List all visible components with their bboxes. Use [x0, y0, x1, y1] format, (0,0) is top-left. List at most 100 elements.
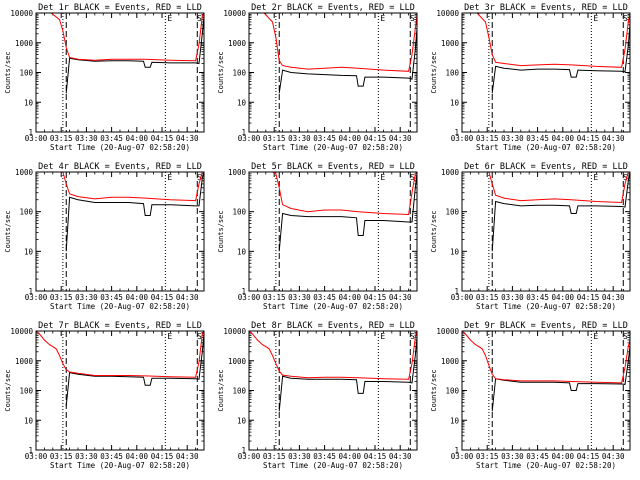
- y-tick-label: 100: [232, 387, 246, 396]
- y-tick-label: 10: [237, 98, 247, 107]
- corner-label-s: S: [410, 332, 415, 341]
- y-tick-label: 100: [19, 387, 33, 396]
- panel-title: Det 2r BLACK = Events, RED = LLD: [251, 3, 415, 13]
- x-tick-label: 04:30: [389, 293, 412, 302]
- y-tick-label: 1: [28, 446, 33, 455]
- y-tick-label: 1000: [15, 357, 34, 366]
- y-tick-label: 100: [19, 208, 33, 217]
- series-line-lld: [462, 13, 630, 68]
- x-tick-label: 04:00: [552, 293, 575, 302]
- x-tick-label: 04:15: [151, 134, 174, 143]
- x-tick-label: 03:45: [100, 452, 123, 461]
- y-axis-label: Counts/sec: [217, 210, 225, 252]
- panel-title: Det 3r BLACK = Events, RED = LLD: [464, 3, 628, 13]
- x-tick-label: 03:15: [476, 293, 499, 302]
- y-tick-label: 1: [454, 128, 459, 137]
- x-tick-label: 03:30: [501, 293, 524, 302]
- y-tick-label: 10000: [223, 9, 246, 18]
- x-tick-label: 04:00: [126, 452, 149, 461]
- x-tick-label: 03:00: [25, 134, 48, 143]
- x-tick-label: 04:00: [552, 452, 575, 461]
- plot-frame: [248, 330, 418, 451]
- corner-label-s: S: [623, 14, 628, 23]
- x-tick-label: 03:45: [526, 452, 549, 461]
- y-tick-label: 100: [19, 69, 33, 78]
- series-line-lld: [36, 172, 204, 202]
- corner-label-e: E: [380, 332, 385, 341]
- y-tick-label: 1: [454, 446, 459, 455]
- x-tick-label: 04:00: [339, 293, 362, 302]
- detector-panel: Det 3r BLACK = Events, RED = LLD 1 10 100 10…: [430, 3, 631, 152]
- x-tick-label: 03:45: [526, 293, 549, 302]
- y-tick-label: 1000: [15, 168, 34, 177]
- x-axis-label: Start Time (20-Aug-07 02:58:20): [50, 143, 190, 152]
- y-axis-label: Counts/sec: [430, 210, 438, 252]
- x-tick-label: 03:30: [75, 293, 98, 302]
- y-tick-label: 10: [24, 416, 34, 425]
- series-line-events: [278, 173, 417, 252]
- x-tick-label: 03:15: [263, 452, 286, 461]
- x-tick-label: 04:00: [339, 452, 362, 461]
- panel-title: Det 7r BLACK = Events, RED = LLD: [38, 321, 202, 331]
- x-axis-label: Start Time (20-Aug-07 02:58:20): [50, 302, 190, 311]
- x-tick-label: 03:15: [50, 134, 73, 143]
- plot-frame: [461, 12, 631, 133]
- x-tick-label: 04:30: [389, 452, 412, 461]
- plot-frame: [35, 171, 205, 292]
- y-tick-label: 1000: [228, 168, 247, 177]
- x-tick-label: 04:30: [602, 134, 625, 143]
- corner-label-e: E: [593, 14, 598, 23]
- corner-label-e: E: [380, 14, 385, 23]
- x-tick-label: 04:15: [577, 293, 600, 302]
- y-tick-label: 100: [232, 69, 246, 78]
- y-tick-label: 10: [450, 416, 460, 425]
- series-line-events: [491, 346, 630, 412]
- panel-title: Det 1r BLACK = Events, RED = LLD: [38, 3, 202, 13]
- x-tick-label: 04:30: [602, 452, 625, 461]
- detector-panel: Det 7r BLACK = Events, RED = LLD 1 10 100 10…: [4, 321, 205, 470]
- y-tick-label: 10: [237, 247, 247, 256]
- corner-label-e: E: [167, 332, 172, 341]
- x-tick-label: 04:00: [126, 134, 149, 143]
- x-tick-label: 04:00: [552, 134, 575, 143]
- x-tick-label: 03:30: [75, 452, 98, 461]
- y-tick-label: 1: [241, 287, 246, 296]
- x-axis-label: Start Time (20-Aug-07 02:58:20): [50, 461, 190, 470]
- detector-panel: Det 9r BLACK = Events, RED = LLD 1 10 100 10…: [430, 321, 631, 470]
- x-tick-label: 04:00: [339, 134, 362, 143]
- x-tick-label: 04:00: [126, 293, 149, 302]
- y-axis-label: Counts/sec: [430, 369, 438, 411]
- x-tick-label: 03:00: [25, 293, 48, 302]
- x-tick-label: 03:00: [451, 452, 474, 461]
- y-tick-label: 10: [24, 98, 34, 107]
- corner-label-s: S: [197, 332, 202, 341]
- x-tick-label: 03:00: [451, 134, 474, 143]
- x-tick-label: 04:30: [176, 293, 199, 302]
- x-tick-label: 03:00: [25, 452, 48, 461]
- x-tick-label: 03:30: [75, 134, 98, 143]
- series-line-lld: [462, 331, 630, 384]
- y-tick-label: 1000: [441, 39, 460, 48]
- x-tick-label: 04:15: [364, 134, 387, 143]
- series-line-lld: [36, 13, 204, 62]
- x-tick-label: 03:15: [263, 293, 286, 302]
- x-tick-label: 04:15: [364, 452, 387, 461]
- x-tick-label: 03:15: [263, 134, 286, 143]
- x-tick-label: 03:45: [313, 134, 336, 143]
- x-tick-label: 04:15: [151, 452, 174, 461]
- x-tick-label: 03:45: [526, 134, 549, 143]
- y-tick-label: 10000: [436, 9, 459, 18]
- series-line-events: [65, 172, 204, 252]
- y-tick-label: 100: [232, 208, 246, 217]
- x-tick-label: 03:15: [476, 134, 499, 143]
- y-tick-label: 10000: [223, 327, 246, 336]
- y-tick-label: 1: [454, 287, 459, 296]
- y-axis-label: Counts/sec: [217, 369, 225, 411]
- y-axis-label: Counts/sec: [4, 369, 12, 411]
- y-tick-label: 10: [237, 416, 247, 425]
- x-tick-label: 04:30: [176, 134, 199, 143]
- x-axis-label: Start Time (20-Aug-07 02:58:20): [263, 302, 403, 311]
- detector-panel: Det 1r BLACK = Events, RED = LLD 1 10 100 10…: [4, 3, 205, 152]
- y-tick-label: 10000: [10, 9, 33, 18]
- x-tick-label: 03:15: [50, 293, 73, 302]
